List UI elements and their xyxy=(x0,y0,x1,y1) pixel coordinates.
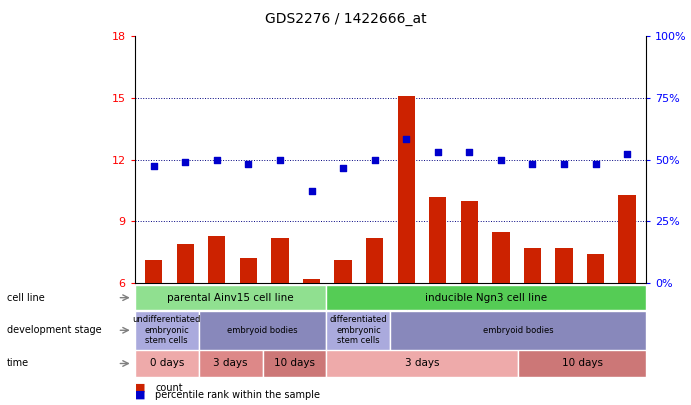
Bar xyxy=(461,201,478,283)
Bar xyxy=(326,311,390,350)
Bar xyxy=(135,350,199,377)
Bar xyxy=(618,195,636,283)
Point xyxy=(590,161,601,167)
Bar xyxy=(199,311,327,350)
Bar xyxy=(303,279,320,283)
Point xyxy=(495,156,507,163)
Text: 10 days: 10 days xyxy=(274,358,315,369)
Bar xyxy=(199,350,263,377)
Point xyxy=(401,136,412,143)
Bar xyxy=(208,236,225,283)
Point xyxy=(369,156,380,163)
Text: cell line: cell line xyxy=(7,293,45,303)
Text: ■: ■ xyxy=(135,390,145,400)
Text: 0 days: 0 days xyxy=(149,358,184,369)
Point xyxy=(337,165,348,171)
Bar xyxy=(135,311,199,350)
Bar xyxy=(240,258,257,283)
Bar xyxy=(326,285,646,310)
Bar xyxy=(556,248,573,283)
Bar xyxy=(334,260,352,283)
Point xyxy=(527,161,538,167)
Bar xyxy=(326,350,518,377)
Point xyxy=(274,156,285,163)
Text: embryoid bodies: embryoid bodies xyxy=(227,326,298,335)
Bar xyxy=(518,350,646,377)
Point xyxy=(433,148,444,155)
Bar xyxy=(429,197,446,283)
Text: development stage: development stage xyxy=(7,325,102,335)
Text: GDS2276 / 1422666_at: GDS2276 / 1422666_at xyxy=(265,12,426,26)
Text: 10 days: 10 days xyxy=(562,358,603,369)
Point xyxy=(558,161,569,167)
Bar xyxy=(145,260,162,283)
Text: 3 days: 3 days xyxy=(214,358,248,369)
Bar xyxy=(177,244,194,283)
Text: undifferentiated
embryonic
stem cells: undifferentiated embryonic stem cells xyxy=(133,315,201,345)
Point xyxy=(180,159,191,165)
Point xyxy=(306,188,317,194)
Bar xyxy=(366,238,384,283)
Bar xyxy=(390,311,646,350)
Bar xyxy=(524,248,541,283)
Point xyxy=(464,148,475,155)
Text: differentiated
embryonic
stem cells: differentiated embryonic stem cells xyxy=(330,315,387,345)
Text: parental Ainv15 cell line: parental Ainv15 cell line xyxy=(167,293,294,303)
Text: ■: ■ xyxy=(135,383,145,392)
Bar xyxy=(135,285,326,310)
Text: count: count xyxy=(155,383,183,392)
Text: percentile rank within the sample: percentile rank within the sample xyxy=(155,390,321,400)
Point xyxy=(211,156,223,163)
Bar xyxy=(397,96,415,283)
Point xyxy=(243,161,254,167)
Text: inducible Ngn3 cell line: inducible Ngn3 cell line xyxy=(425,293,547,303)
Point xyxy=(622,150,633,157)
Text: embryoid bodies: embryoid bodies xyxy=(483,326,553,335)
Bar xyxy=(272,238,289,283)
Point xyxy=(148,163,159,169)
Bar xyxy=(587,254,604,283)
Text: time: time xyxy=(7,358,29,369)
Text: 3 days: 3 days xyxy=(405,358,439,369)
Bar xyxy=(263,350,327,377)
Bar xyxy=(492,232,509,283)
